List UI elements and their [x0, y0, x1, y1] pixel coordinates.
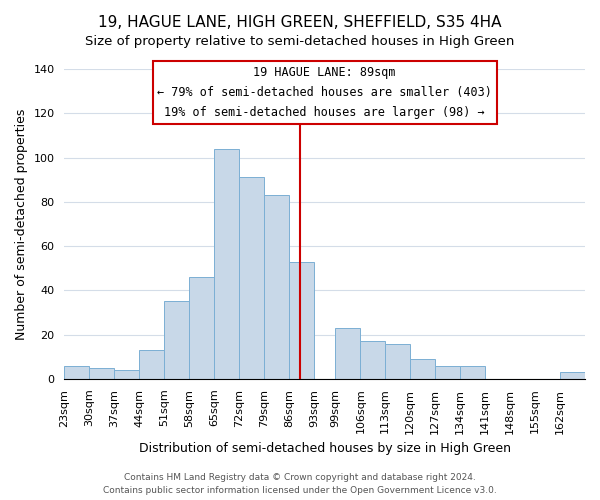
Bar: [139, 350, 164, 379]
Bar: [64, 366, 89, 379]
Bar: [214, 148, 239, 379]
Text: Contains HM Land Registry data © Crown copyright and database right 2024.
Contai: Contains HM Land Registry data © Crown c…: [103, 474, 497, 495]
Bar: [89, 368, 115, 379]
Bar: [560, 372, 585, 379]
Bar: [115, 370, 139, 379]
Bar: [189, 277, 214, 379]
Bar: [239, 178, 264, 379]
Bar: [335, 328, 361, 379]
Text: 19, HAGUE LANE, HIGH GREEN, SHEFFIELD, S35 4HA: 19, HAGUE LANE, HIGH GREEN, SHEFFIELD, S…: [98, 15, 502, 30]
Y-axis label: Number of semi-detached properties: Number of semi-detached properties: [15, 108, 28, 340]
Bar: [435, 366, 460, 379]
Bar: [361, 342, 385, 379]
Bar: [385, 344, 410, 379]
Bar: [289, 262, 314, 379]
Bar: [410, 359, 435, 379]
Bar: [460, 366, 485, 379]
Text: Size of property relative to semi-detached houses in High Green: Size of property relative to semi-detach…: [85, 35, 515, 48]
Bar: [164, 302, 189, 379]
Text: 19 HAGUE LANE: 89sqm
← 79% of semi-detached houses are smaller (403)
19% of semi: 19 HAGUE LANE: 89sqm ← 79% of semi-detac…: [157, 66, 492, 119]
X-axis label: Distribution of semi-detached houses by size in High Green: Distribution of semi-detached houses by …: [139, 442, 511, 455]
Bar: [264, 195, 289, 379]
